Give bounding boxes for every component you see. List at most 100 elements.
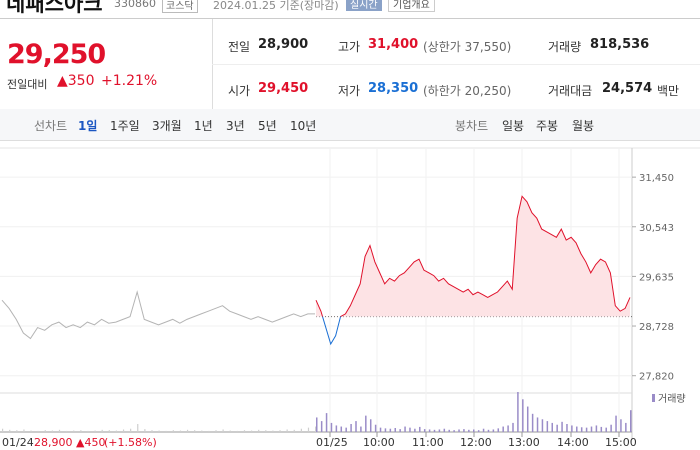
volume-bar bbox=[355, 421, 357, 432]
period-tab[interactable]: 3년 bbox=[226, 119, 245, 133]
volume-bar bbox=[272, 430, 274, 432]
volume-bar bbox=[473, 429, 475, 432]
volume-bar bbox=[158, 430, 160, 432]
volume-bar bbox=[9, 429, 11, 432]
candle-tab[interactable]: 주봉 bbox=[536, 119, 559, 133]
cell-label: 거래량 bbox=[548, 40, 582, 54]
footer-rate: (+1.58%) bbox=[104, 436, 157, 449]
period-tab[interactable]: 10년 bbox=[290, 119, 317, 133]
volume-bar bbox=[369, 419, 372, 432]
y-tick-label: 27,820 bbox=[639, 372, 674, 383]
volume-bar bbox=[419, 426, 421, 432]
volume-bar bbox=[571, 425, 573, 432]
volume-bar bbox=[443, 428, 446, 432]
volume-bar bbox=[73, 430, 75, 432]
period-tab[interactable]: 1년 bbox=[194, 119, 213, 133]
volume-bar bbox=[423, 429, 426, 432]
volume-bar bbox=[497, 428, 500, 432]
chart-tabs: 선차트 1일 1주일 3개월 1년 3년 5년 10년 봉차트 일봉 주봉 월봉 bbox=[0, 109, 700, 141]
volume-bar bbox=[201, 430, 203, 432]
volume-bar bbox=[130, 428, 132, 432]
volume-bar bbox=[194, 430, 196, 432]
volume-bar bbox=[374, 424, 377, 432]
x-tick-label: 01/25 bbox=[316, 436, 348, 449]
volume-bar bbox=[409, 427, 411, 432]
volume-bar bbox=[16, 430, 18, 432]
realtime-button[interactable]: 실시간 bbox=[346, 0, 382, 11]
volume-bar bbox=[556, 424, 558, 432]
base-date: 2024.01.25 기준(장마감) bbox=[213, 0, 339, 12]
cell-value: 28,350 bbox=[368, 81, 419, 96]
period-tab[interactable]: 5년 bbox=[258, 119, 277, 133]
candle-tab[interactable]: 월봉 bbox=[572, 119, 595, 133]
volume-bar bbox=[477, 430, 480, 432]
volume-bar bbox=[600, 426, 603, 432]
period-tab[interactable]: 1주일 bbox=[110, 119, 140, 133]
period-tab[interactable]: 1일 bbox=[78, 119, 98, 133]
volume-bar bbox=[458, 429, 460, 432]
cell-value: 28,900 bbox=[258, 37, 309, 52]
y-tick-label: 28,728 bbox=[639, 322, 674, 333]
cell-note: (상한가 37,550) bbox=[423, 40, 512, 54]
volume-bar bbox=[340, 426, 343, 432]
summary: 29,250 전일대비 ▲350 +1.21% 전일 28,900 고가 31,400… bbox=[0, 18, 700, 110]
legend-label: 거래량 bbox=[658, 393, 686, 405]
footer-price: 28,900 bbox=[34, 436, 73, 449]
volume-bar bbox=[144, 429, 146, 432]
volume-bar bbox=[316, 417, 318, 432]
volume-bar bbox=[522, 399, 524, 432]
stock-name: 네패스아크 bbox=[6, 0, 103, 16]
cell-label: 저가 bbox=[338, 84, 361, 98]
volume-bar bbox=[243, 430, 246, 432]
x-tick-label: 13:00 bbox=[508, 436, 540, 449]
volume-bar bbox=[630, 410, 632, 432]
x-tick-label: 15:00 bbox=[605, 436, 637, 449]
volume-bar bbox=[87, 430, 89, 432]
volume-bar bbox=[625, 422, 627, 432]
volume-bar bbox=[151, 430, 153, 432]
tab-group-label: 봉차트 bbox=[455, 119, 489, 133]
volume-bar bbox=[541, 419, 544, 432]
volume-bar bbox=[448, 429, 450, 432]
volume-bar bbox=[389, 428, 392, 432]
volume-bar bbox=[610, 424, 612, 432]
change: ▲350 bbox=[57, 73, 95, 89]
volume-bar bbox=[165, 430, 167, 432]
cell-note: (하한가 20,250) bbox=[423, 84, 512, 98]
volume-bar bbox=[229, 430, 231, 432]
cell-value: 24,574 bbox=[602, 81, 653, 96]
volume-bar bbox=[320, 421, 323, 432]
volume-bar bbox=[137, 424, 139, 432]
volume-bar bbox=[80, 430, 82, 432]
volume-bar bbox=[222, 429, 224, 432]
footer-bg bbox=[0, 435, 150, 450]
volume-bar bbox=[172, 430, 174, 432]
volume-bar bbox=[286, 429, 288, 432]
volume-bar bbox=[345, 427, 347, 432]
volume-bar bbox=[179, 430, 182, 432]
volume-bar bbox=[250, 430, 253, 432]
volume-bar bbox=[531, 413, 534, 432]
volume-bar bbox=[526, 406, 529, 432]
y-tick-label: 29,635 bbox=[639, 272, 674, 283]
volume-bar bbox=[66, 430, 68, 432]
volume-bar bbox=[379, 427, 382, 432]
today-area bbox=[316, 196, 630, 317]
volume-bar bbox=[23, 429, 25, 432]
change-label: 전일대비 bbox=[7, 78, 48, 91]
cell-unit: 백만 bbox=[657, 84, 680, 98]
volume-bar bbox=[293, 429, 295, 432]
volume-bar bbox=[453, 430, 455, 432]
company-button[interactable]: 기업개요 bbox=[388, 0, 435, 12]
volume-bar bbox=[404, 426, 406, 432]
volume-bar bbox=[502, 426, 504, 432]
market-tag: 코스닥 bbox=[162, 0, 198, 13]
volume-bar bbox=[122, 429, 125, 432]
candle-tab[interactable]: 일봉 bbox=[502, 119, 525, 133]
volume-bar bbox=[438, 429, 441, 432]
cell-value: 31,400 bbox=[368, 37, 419, 52]
volume-bar bbox=[384, 428, 387, 432]
volume-bar bbox=[258, 429, 260, 432]
period-tab[interactable]: 3개월 bbox=[152, 119, 182, 133]
volume-bar bbox=[265, 430, 267, 432]
